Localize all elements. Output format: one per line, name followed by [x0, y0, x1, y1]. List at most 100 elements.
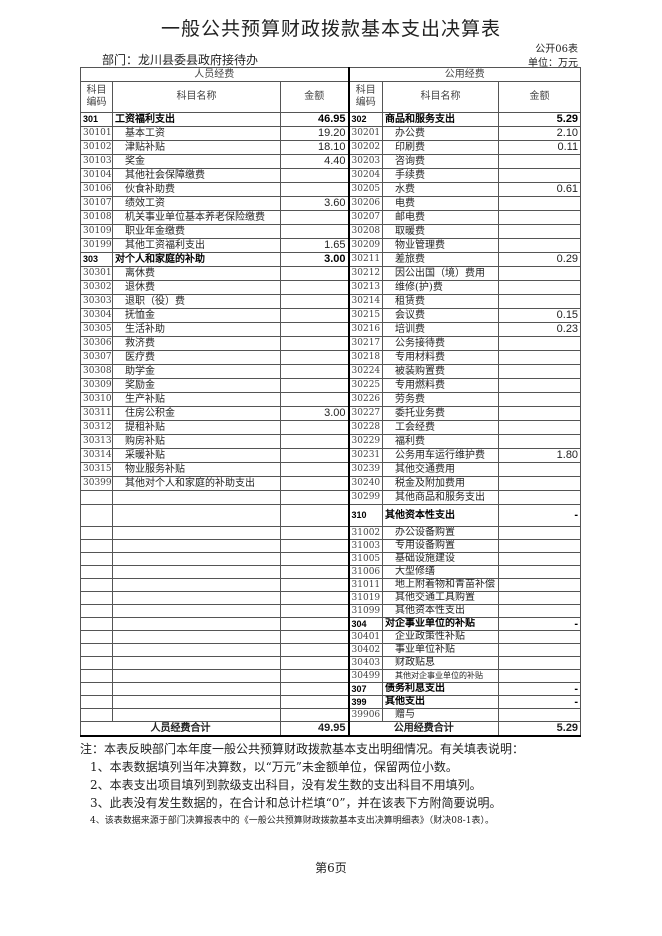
left-amount [279, 210, 350, 225]
right-code: 304 [347, 617, 384, 631]
left-amount [279, 617, 350, 631]
left-code [80, 604, 113, 618]
right-amount: - [498, 682, 582, 696]
left-code: 30302 [80, 280, 113, 295]
right-code: 30207 [347, 210, 384, 225]
left-name: 物业服务补贴 [112, 462, 281, 477]
right-amount [498, 154, 582, 169]
right-name: 会议费 [382, 308, 500, 323]
personnel-total-amount: 49.95 [279, 721, 350, 737]
personnel-header: 人员经费 [79, 67, 350, 82]
left-amount: 1.65 [279, 238, 350, 253]
table-row: 30314 采暖补贴 30231 公务用车运行维护费 1.80 [80, 448, 582, 463]
table-row: 30303 退职（役）费 30214 租赁费 [80, 294, 582, 309]
right-amount [498, 420, 582, 435]
left-amount [279, 565, 350, 579]
right-name: 工会经费 [382, 420, 500, 435]
table-row: 30304 抚恤金 30215 会议费 0.15 [80, 308, 582, 323]
left-amount [279, 266, 350, 281]
left-code: 30314 [80, 448, 113, 463]
right-name: 专用设备购置 [382, 539, 500, 553]
left-amount [279, 420, 350, 435]
right-code: 30225 [347, 378, 384, 393]
left-code: 30109 [80, 224, 113, 239]
left-code: 30307 [80, 350, 113, 365]
table-row: 30401 企业政策性补贴 [80, 630, 582, 644]
left-amount: 19.20 [279, 126, 350, 141]
left-code: 301 [80, 112, 113, 127]
left-name: 其他社会保障缴费 [112, 168, 281, 183]
column-header-row: 科目编码 科目名称 金额 科目编码 科目名称 金额 [80, 81, 582, 113]
right-name: 债务利息支出 [382, 682, 500, 696]
left-name [112, 669, 281, 683]
left-amount [279, 224, 350, 239]
expenditure-table: 人员经费 公用经费 科目编码 科目名称 金额 科目编码 科目名称 金额 301 工… [79, 67, 582, 737]
left-name: 职业年金缴费 [112, 224, 281, 239]
col-amount: 金额 [279, 81, 350, 113]
left-code: 30301 [80, 266, 113, 281]
right-code: 31002 [347, 526, 384, 540]
table-row: 39906 赠与 [80, 708, 582, 722]
right-name: 物业管理费 [382, 238, 500, 253]
left-name: 机关事业单位基本养老保险缴费 [112, 210, 281, 225]
left-code: 30311 [80, 406, 113, 421]
right-code: 30239 [347, 462, 384, 477]
table-row: 31099 其他资本性支出 [80, 604, 582, 618]
left-amount [279, 578, 350, 592]
left-amount [279, 364, 350, 379]
right-name: 税金及附加费用 [382, 476, 500, 491]
left-name [112, 526, 281, 540]
left-code [80, 708, 113, 722]
right-amount [498, 630, 582, 644]
note-line: 1、本表数据填列当年决算数，以“万元”未金额单位，保留两位小数。 [90, 760, 458, 774]
table-row: 30299 其他商品和服务支出 [80, 490, 582, 505]
right-code: 30202 [347, 140, 384, 155]
table-row: 30307 医疗费 30218 专用材料费 [80, 350, 582, 365]
right-name: 其他交通工具购置 [382, 591, 500, 605]
right-name: 劳务费 [382, 392, 500, 407]
right-name: 事业单位补贴 [382, 643, 500, 657]
left-amount [279, 669, 350, 683]
left-name: 退职（役）费 [112, 294, 281, 309]
left-name [112, 565, 281, 579]
right-code: 30214 [347, 294, 384, 309]
right-amount [498, 392, 582, 407]
right-name: 对企事业单位的补贴 [382, 617, 500, 631]
left-code [80, 617, 113, 631]
right-name: 差旅费 [382, 252, 500, 267]
left-amount [279, 504, 350, 527]
right-amount: 5.29 [498, 112, 582, 127]
left-name [112, 643, 281, 657]
right-amount [498, 462, 582, 477]
right-code: 30218 [347, 350, 384, 365]
left-name: 离休费 [112, 266, 281, 281]
left-amount: 46.95 [279, 112, 350, 127]
table-row: 31003 专用设备购置 [80, 539, 582, 553]
group-header-row: 人员经费 公用经费 [79, 67, 582, 82]
table-row: 31011 地上附着物和青苗补偿 [80, 578, 582, 592]
left-amount [279, 708, 350, 722]
right-amount [498, 643, 582, 657]
left-amount [279, 434, 350, 449]
left-code [80, 552, 113, 566]
right-amount [498, 434, 582, 449]
left-amount [279, 378, 350, 393]
total-row: 人员经费合计 49.95 公用经费合计 5.29 [80, 721, 582, 737]
right-amount [498, 238, 582, 253]
right-code: 30299 [347, 490, 384, 505]
public-total-label: 公用经费合计 [347, 721, 500, 737]
table-row: 30101 基本工资 19.20 30201 办公费 2.10 [80, 126, 582, 141]
page-title: 一般公共预算财政拨款基本支出决算表 [160, 18, 501, 40]
right-name: 企业政策性补贴 [382, 630, 500, 644]
left-name: 助学金 [112, 364, 281, 379]
right-name: 咨询费 [382, 154, 500, 169]
note-line: 4、该表数据来源于部门决算报表中的《一般公共预算财政拨款基本支出决算明细表》（财… [90, 816, 494, 826]
left-name: 生活补助 [112, 322, 281, 337]
right-amount: 0.61 [498, 182, 582, 197]
right-code: 30212 [347, 266, 384, 281]
left-amount: 3.60 [279, 196, 350, 211]
left-name: 救济费 [112, 336, 281, 351]
right-amount [498, 539, 582, 553]
left-name: 伙食补助费 [112, 182, 281, 197]
right-name: 取暖费 [382, 224, 500, 239]
